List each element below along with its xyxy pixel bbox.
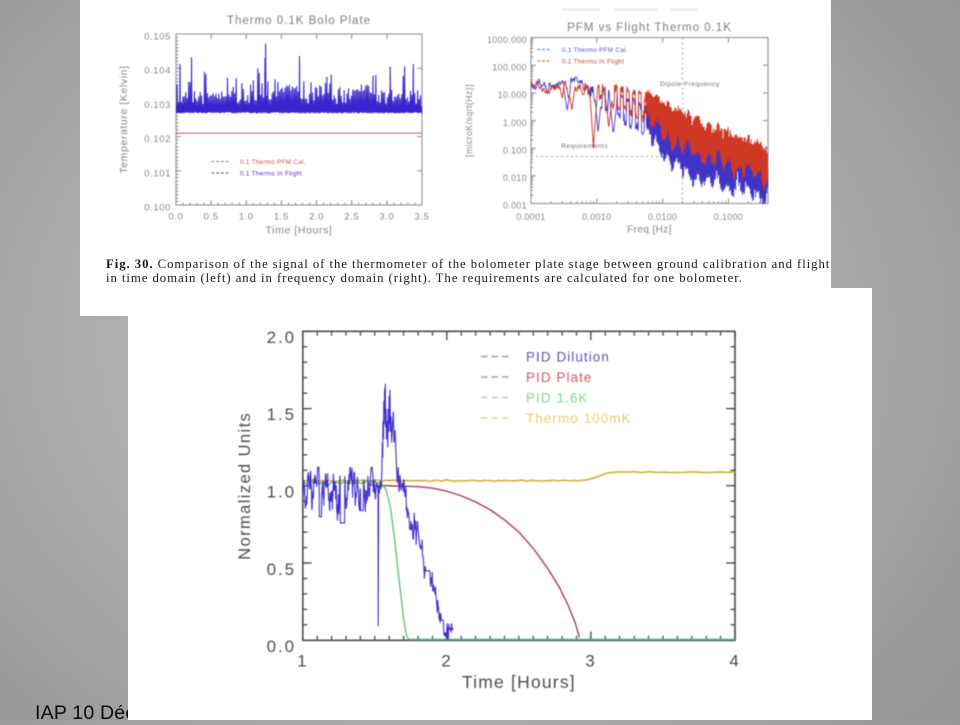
svg-text:0.100: 0.100 xyxy=(144,203,171,214)
svg-text:0.103: 0.103 xyxy=(144,100,171,111)
svg-text:0.104: 0.104 xyxy=(144,66,171,77)
svg-text:Dipole Frequency: Dipole Frequency xyxy=(660,81,720,88)
svg-text:100.000: 100.000 xyxy=(492,63,527,73)
svg-text:0.5: 0.5 xyxy=(267,560,296,579)
svg-text:2.5: 2.5 xyxy=(344,212,359,223)
svg-text:1.0: 1.0 xyxy=(267,483,296,502)
svg-text:0.0: 0.0 xyxy=(168,212,183,223)
svg-text:1.5: 1.5 xyxy=(267,405,296,424)
svg-text:0.001: 0.001 xyxy=(503,201,527,211)
svg-text:PID Dilution: PID Dilution xyxy=(526,350,610,365)
svg-text:10.000: 10.000 xyxy=(498,90,527,100)
svg-text:0.0100: 0.0100 xyxy=(648,212,677,222)
svg-text:0.1 Thermo In Flight: 0.1 Thermo In Flight xyxy=(562,59,624,66)
svg-text:0.0010: 0.0010 xyxy=(582,212,611,222)
svg-text:Normalized Units: Normalized Units xyxy=(236,412,254,560)
svg-text:0.105: 0.105 xyxy=(144,32,171,43)
svg-text:0.0: 0.0 xyxy=(267,637,296,656)
svg-text:0.102: 0.102 xyxy=(144,134,171,145)
svg-text:0.1000: 0.1000 xyxy=(714,212,743,222)
svg-text:1.0: 1.0 xyxy=(239,212,254,223)
svg-text:Thermo 100mK: Thermo 100mK xyxy=(526,411,632,426)
svg-text:Time [Hours]: Time [Hours] xyxy=(462,672,576,692)
svg-text:3.5: 3.5 xyxy=(414,212,429,223)
svg-text:0.0001: 0.0001 xyxy=(516,212,545,222)
svg-text:0.1 Thermo PFM Cal.: 0.1 Thermo PFM Cal. xyxy=(240,159,306,166)
svg-text:0.5: 0.5 xyxy=(204,212,219,223)
svg-text:1000.000: 1000.000 xyxy=(487,35,527,45)
svg-text:2: 2 xyxy=(441,652,452,671)
svg-text:2.0: 2.0 xyxy=(309,212,324,223)
svg-text:1.000: 1.000 xyxy=(503,118,527,128)
svg-text:4: 4 xyxy=(729,652,740,671)
svg-text:0.1 Thermo In Flight: 0.1 Thermo In Flight xyxy=(240,171,302,178)
svg-text:1.5: 1.5 xyxy=(274,212,289,223)
svg-text:PFM vs Flight Thermo 0.1K: PFM vs Flight Thermo 0.1K xyxy=(567,22,732,34)
svg-text:[microK/sqrt(Hz)]: [microK/sqrt(Hz)] xyxy=(464,84,474,157)
svg-text:0.100: 0.100 xyxy=(503,145,527,155)
svg-text:0.101: 0.101 xyxy=(144,168,171,179)
svg-text:1: 1 xyxy=(297,652,308,671)
svg-text:3: 3 xyxy=(585,652,596,671)
svg-text:2.0: 2.0 xyxy=(267,328,296,347)
svg-text:PID 1.6K: PID 1.6K xyxy=(526,391,588,406)
svg-text:Temperature [Kelvin]: Temperature [Kelvin] xyxy=(118,65,130,173)
svg-text:Freq [Hz]: Freq [Hz] xyxy=(627,225,672,236)
svg-text:Time [Hours]: Time [Hours] xyxy=(266,225,333,237)
svg-text:0.010: 0.010 xyxy=(503,173,527,183)
svg-text:3.0: 3.0 xyxy=(379,212,394,223)
svg-text:0.1 Thermo PFM Cal.: 0.1 Thermo PFM Cal. xyxy=(562,47,628,54)
svg-text:PID Plate: PID Plate xyxy=(526,370,592,385)
svg-text:Requirements: Requirements xyxy=(561,143,608,150)
svg-text:Thermo 0.1K Bolo Plate: Thermo 0.1K Bolo Plate xyxy=(227,15,371,27)
